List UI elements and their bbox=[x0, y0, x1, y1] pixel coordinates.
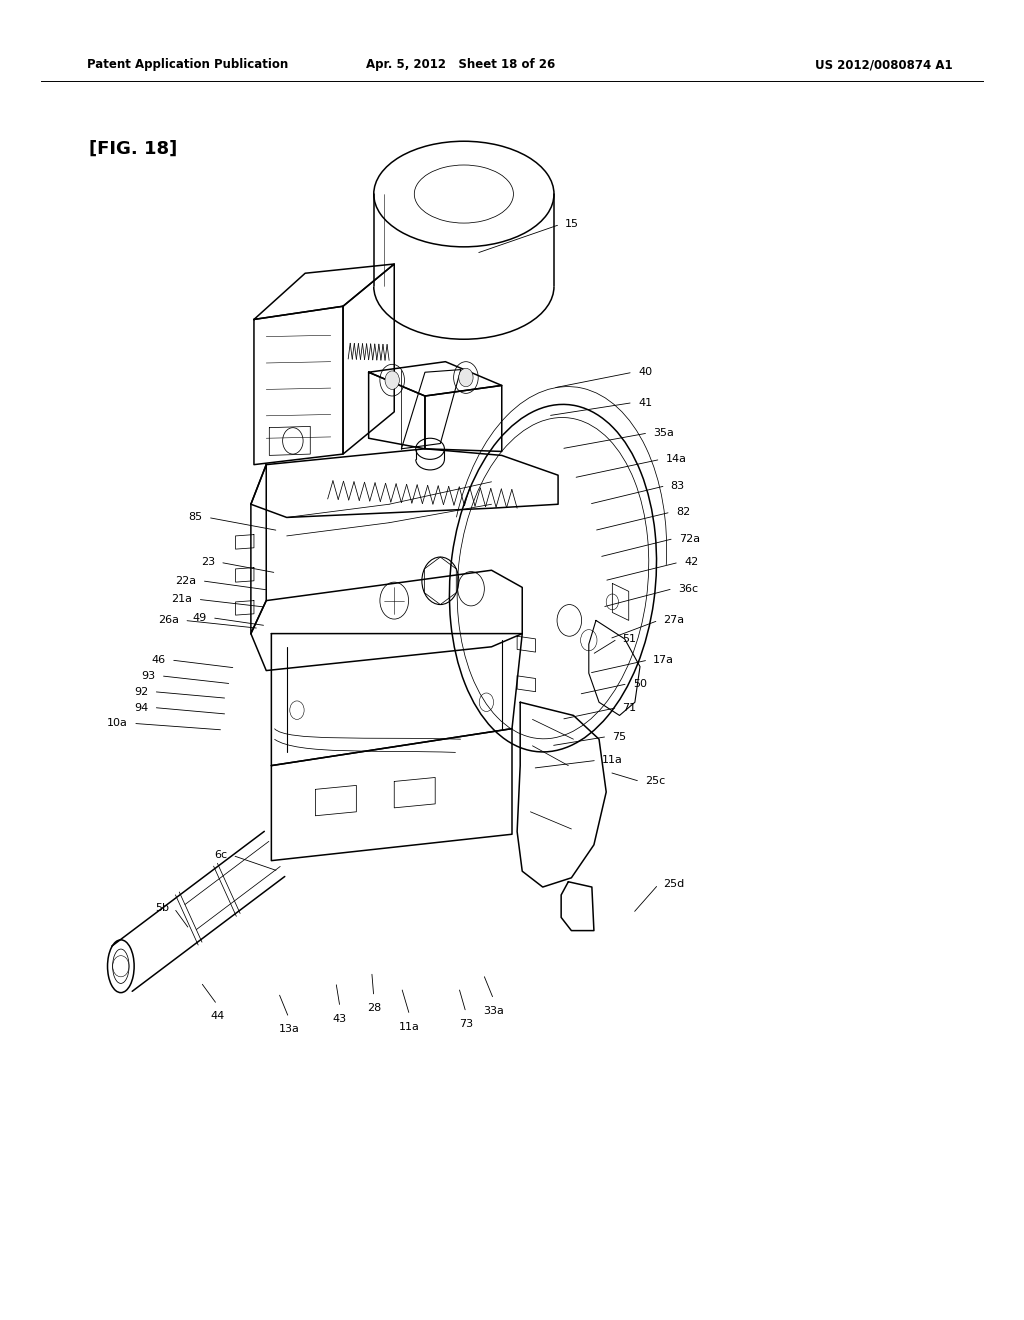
Text: 44: 44 bbox=[210, 1011, 224, 1022]
Text: Apr. 5, 2012   Sheet 18 of 26: Apr. 5, 2012 Sheet 18 of 26 bbox=[367, 58, 555, 71]
Text: 40: 40 bbox=[638, 367, 652, 378]
Circle shape bbox=[459, 368, 473, 387]
Text: 82: 82 bbox=[676, 507, 690, 517]
Text: 22a: 22a bbox=[175, 576, 197, 586]
Text: 83: 83 bbox=[671, 480, 685, 491]
Text: 26a: 26a bbox=[158, 615, 179, 626]
Text: 75: 75 bbox=[612, 731, 627, 742]
Text: 71: 71 bbox=[623, 702, 637, 713]
Text: Patent Application Publication: Patent Application Publication bbox=[87, 58, 289, 71]
Text: 6c: 6c bbox=[214, 850, 227, 861]
Text: 43: 43 bbox=[333, 1014, 347, 1024]
Text: 15: 15 bbox=[565, 219, 580, 230]
Text: 92: 92 bbox=[134, 686, 148, 697]
Text: 49: 49 bbox=[193, 612, 207, 623]
Text: 35a: 35a bbox=[653, 428, 674, 438]
Text: 27a: 27a bbox=[664, 615, 685, 626]
Text: 25d: 25d bbox=[664, 879, 685, 890]
Text: 46: 46 bbox=[152, 655, 166, 665]
Text: 94: 94 bbox=[134, 702, 148, 713]
Text: 72a: 72a bbox=[679, 533, 700, 544]
Text: 50: 50 bbox=[633, 678, 647, 689]
Text: 11a: 11a bbox=[399, 1022, 420, 1032]
Text: 14a: 14a bbox=[666, 454, 687, 465]
Text: 41: 41 bbox=[638, 397, 652, 408]
Text: 51: 51 bbox=[623, 634, 637, 644]
Text: 5b: 5b bbox=[155, 903, 169, 913]
Text: [FIG. 18]: [FIG. 18] bbox=[89, 140, 177, 158]
Text: 42: 42 bbox=[684, 557, 698, 568]
Text: 17a: 17a bbox=[653, 655, 675, 665]
Text: 25c: 25c bbox=[645, 776, 666, 787]
Text: 93: 93 bbox=[141, 671, 156, 681]
Text: 10a: 10a bbox=[108, 718, 128, 729]
Text: 36c: 36c bbox=[678, 583, 698, 594]
Text: 73: 73 bbox=[459, 1019, 473, 1030]
Circle shape bbox=[385, 371, 399, 389]
Text: 33a: 33a bbox=[483, 1006, 504, 1016]
Text: 23: 23 bbox=[201, 557, 215, 568]
Text: 13a: 13a bbox=[279, 1024, 299, 1035]
Text: 11a: 11a bbox=[602, 755, 623, 766]
Text: 21a: 21a bbox=[171, 594, 193, 605]
Text: US 2012/0080874 A1: US 2012/0080874 A1 bbox=[815, 58, 952, 71]
Text: 85: 85 bbox=[188, 512, 203, 523]
Text: 28: 28 bbox=[367, 1003, 381, 1014]
